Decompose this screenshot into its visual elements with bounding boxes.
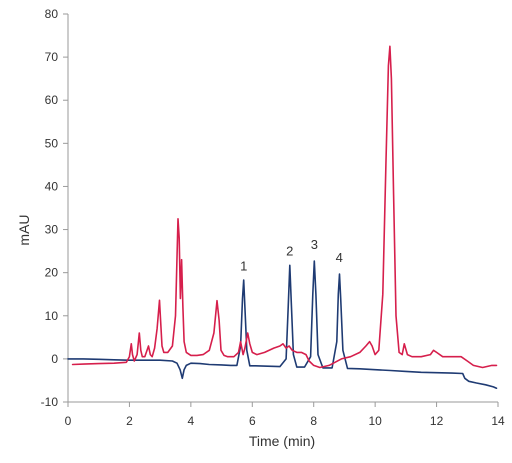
y-tick-label: 80: [45, 7, 59, 21]
x-tick-label: 4: [188, 414, 195, 428]
peak-label-3: 3: [311, 237, 318, 252]
y-axis-label: mAU: [16, 214, 32, 245]
x-tick-label: 12: [430, 414, 444, 428]
chart-annotations: 1 2 3 4: [240, 237, 343, 274]
x-tick-label: 6: [249, 414, 256, 428]
series-line-1: [67, 260, 498, 390]
peak-label-4: 4: [336, 250, 343, 265]
chart-axes: [67, 14, 498, 403]
peak-label-1: 1: [240, 259, 247, 274]
chart-series: [67, 45, 498, 390]
y-tick-label: -10: [41, 395, 59, 409]
peak-label-2: 2: [286, 243, 293, 258]
series-line-2: [71, 45, 498, 369]
x-tick-label: 0: [65, 414, 72, 428]
y-tick-label: 0: [51, 352, 58, 366]
y-tick-label: 60: [45, 93, 59, 107]
y-tick-label: 70: [45, 50, 59, 64]
y-tick-label: 20: [45, 266, 59, 280]
y-tick-label: 30: [45, 223, 59, 237]
y-tick-label: 10: [45, 309, 59, 323]
x-tick-label: 8: [310, 414, 317, 428]
x-tick-label: 2: [126, 414, 133, 428]
x-tick-label: 10: [368, 414, 382, 428]
y-tick-label: 50: [45, 136, 59, 150]
y-tick-label: 40: [45, 179, 59, 193]
x-tick-label: 14: [491, 414, 505, 428]
x-axis-label: Time (min): [249, 433, 315, 449]
